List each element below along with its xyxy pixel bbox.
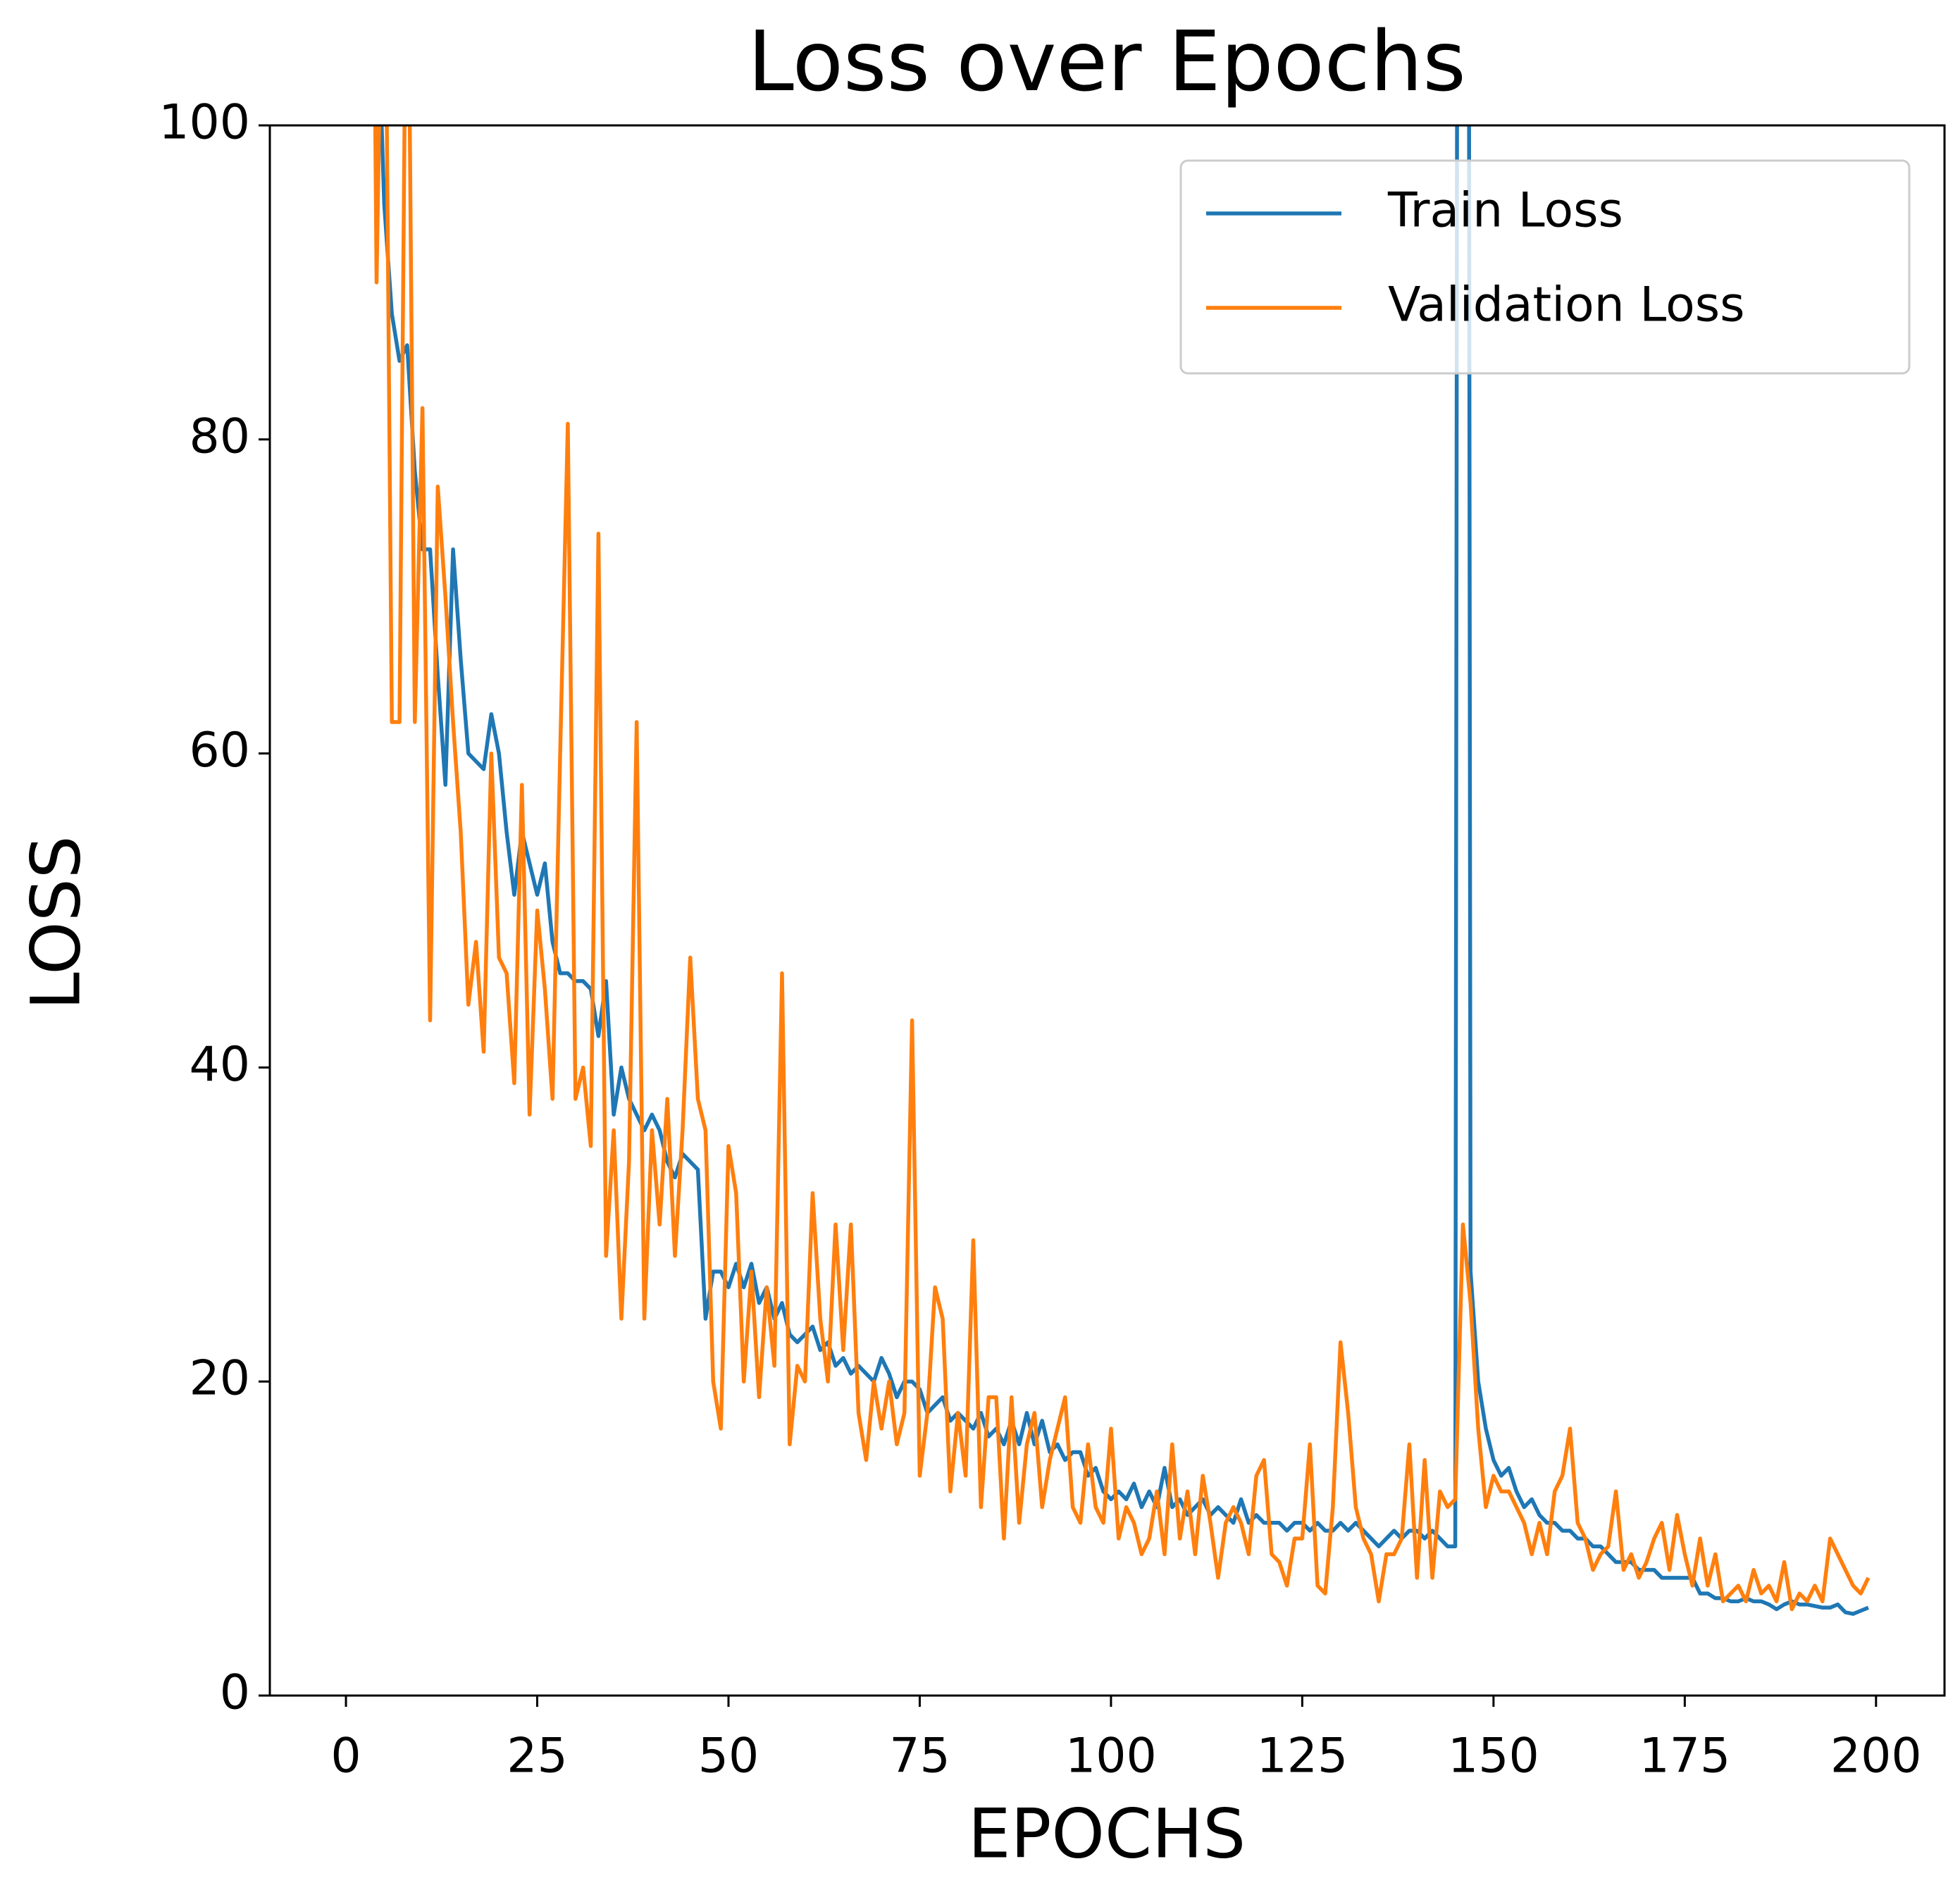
x-tick-label: 125: [1257, 1729, 1348, 1784]
chart-title: Loss over Epochs: [748, 13, 1466, 110]
x-tick-label: 25: [507, 1729, 568, 1784]
legend-label: Validation Loss: [1388, 278, 1745, 333]
x-tick-label: 0: [330, 1729, 361, 1784]
x-tick-label: 50: [698, 1729, 759, 1784]
y-tick-label: 100: [159, 95, 250, 151]
legend-label: Train Loss: [1387, 183, 1623, 239]
y-axis-label: LOSS: [16, 835, 95, 1010]
y-tick-label: 60: [189, 723, 250, 778]
series-line: [373, 125, 1871, 1612]
plot-frame: [268, 124, 1946, 1697]
x-axis-label: EPOCHS: [968, 1794, 1246, 1873]
plot-area: [373, 125, 1871, 1616]
y-tick-label: 20: [189, 1351, 250, 1407]
x-tick-label: 75: [889, 1729, 950, 1784]
y-tick-label: 0: [220, 1665, 250, 1721]
x-tick-label: 150: [1448, 1729, 1539, 1784]
x-tick-label: 100: [1065, 1729, 1157, 1784]
y-tick-label: 40: [189, 1037, 250, 1093]
x-tick-label: 200: [1830, 1729, 1922, 1784]
y-tick-label: 80: [189, 409, 250, 464]
x-tick-label: 175: [1639, 1729, 1730, 1784]
legend-box: [1179, 159, 1911, 375]
